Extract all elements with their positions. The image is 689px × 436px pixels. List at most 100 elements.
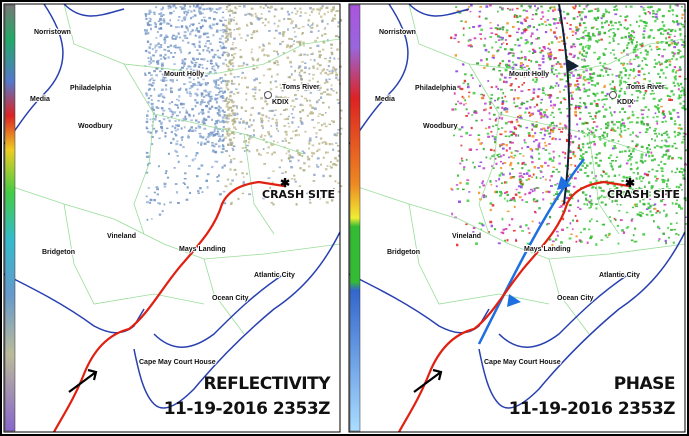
radar-echo [664, 115, 666, 118]
radar-echo [250, 23, 253, 25]
radar-echo [489, 202, 493, 205]
radar-echo [318, 50, 322, 53]
radar-echo [631, 150, 635, 153]
radar-echo [490, 86, 493, 89]
county-boundary [408, 203, 550, 305]
radar-echo [290, 105, 293, 107]
radar-echo [584, 65, 588, 68]
radar-echo [519, 116, 522, 119]
radar-echo [244, 13, 247, 16]
radar-echo [222, 121, 225, 124]
radar-echo [311, 151, 313, 155]
radar-echo [294, 69, 297, 73]
radar-echo [239, 49, 242, 51]
radar-echo [648, 181, 651, 184]
radar-echo [184, 115, 187, 119]
radar-echo [648, 72, 650, 74]
radar-echo [673, 46, 677, 49]
radar-echo [640, 121, 644, 124]
radar-echo [512, 229, 516, 232]
radar-echo [517, 57, 520, 60]
radar-echo [603, 103, 606, 106]
radar-echo [536, 199, 539, 202]
radar-echo [532, 26, 535, 29]
radar-echo [464, 20, 467, 23]
radar-echo [597, 98, 600, 101]
radar-echo [328, 78, 331, 80]
radar-echo [506, 193, 509, 197]
radar-echo [642, 109, 645, 111]
radar-echo [574, 32, 577, 35]
radar-echo [179, 102, 183, 105]
radar-echo [484, 17, 488, 20]
radar-echo [640, 122, 643, 125]
radar-echo [262, 138, 266, 140]
radar-echo [206, 36, 210, 39]
radar-echo [215, 12, 218, 14]
radar-echo [557, 72, 561, 75]
radar-echo [481, 224, 485, 227]
radar-echo [588, 228, 591, 231]
radar-echo [579, 13, 581, 17]
radar-echo [562, 217, 565, 221]
radar-echo [553, 73, 556, 76]
radar-echo [497, 87, 500, 90]
radar-echo [615, 156, 619, 158]
radar-echo [577, 28, 580, 31]
radar-echo [540, 98, 544, 101]
radar-echo [193, 14, 197, 17]
radar-echo [634, 227, 637, 230]
radar-echo [335, 76, 338, 80]
radar-echo [309, 14, 311, 17]
coastline [478, 231, 686, 409]
radar-echo [171, 101, 174, 104]
radar-echo [585, 55, 588, 58]
radar-echo [558, 162, 561, 165]
radar-echo [571, 30, 575, 33]
radar-echo [219, 120, 223, 124]
radar-echo [642, 198, 645, 201]
radar-echo [229, 33, 232, 36]
radar-echo [280, 159, 283, 162]
radar-echo [243, 5, 246, 8]
radar-echo [596, 82, 600, 85]
radar-echo [278, 166, 281, 169]
radar-echo [277, 130, 280, 132]
radar-echo [682, 107, 685, 110]
radar-echo [228, 62, 231, 65]
radar-echo [524, 193, 527, 196]
radar-echo [302, 151, 306, 155]
radar-echo [549, 130, 552, 133]
radar-echo [184, 62, 186, 65]
radar-echo [510, 155, 513, 158]
radar-echo [184, 172, 187, 175]
radar-echo [632, 69, 636, 72]
radar-echo [591, 84, 594, 86]
radar-echo [175, 104, 179, 107]
radar-echo [316, 165, 320, 168]
radar-echo [561, 203, 565, 206]
radar-echo [288, 125, 291, 128]
radar-echo [219, 107, 223, 109]
radar-echo [318, 54, 322, 56]
radar-echo [637, 89, 641, 92]
radar-echo [602, 115, 606, 118]
radar-echo [594, 115, 597, 118]
radar-echo [665, 150, 669, 153]
radar-echo [514, 150, 518, 152]
radar-echo [492, 125, 495, 128]
radar-echo [320, 96, 323, 99]
radar-echo [661, 55, 664, 58]
radar-echo [675, 58, 678, 61]
radar-echo [183, 65, 185, 67]
radar-echo [578, 137, 581, 140]
radar-echo [494, 157, 497, 160]
radar-echo [194, 83, 196, 86]
radar-echo [465, 115, 468, 117]
radar-echo [472, 26, 476, 28]
radar-echo [465, 9, 469, 12]
radar-echo [555, 124, 558, 128]
radar-echo [532, 97, 535, 100]
radar-echo [306, 83, 310, 85]
radar-echo [198, 44, 201, 47]
